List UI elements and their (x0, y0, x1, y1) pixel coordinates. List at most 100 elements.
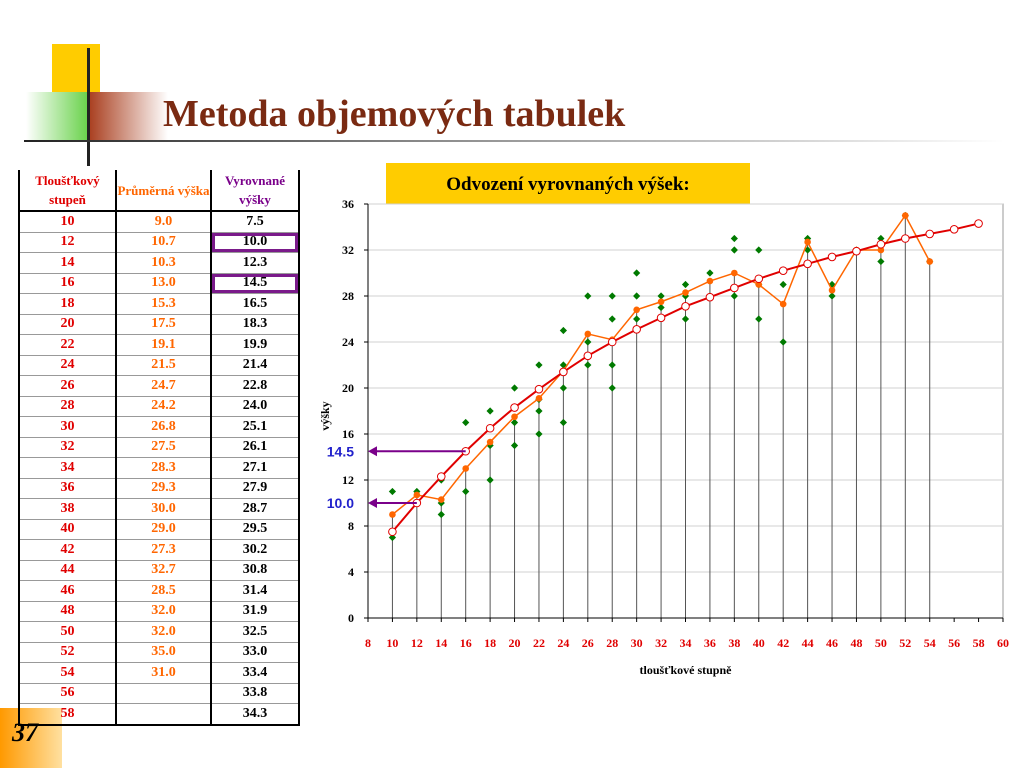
annotation-label: 14.5 (327, 443, 354, 459)
cell-vyrovnana: 33.0 (210, 642, 300, 663)
prumerna-point (877, 246, 885, 254)
cell-prumerna: 9.0 (115, 211, 212, 233)
table-row: 58 34.3 (18, 703, 300, 726)
cell-prumerna: 10.7 (115, 232, 212, 253)
prumerna-point (437, 496, 445, 503)
measured-point (510, 418, 519, 427)
y-tick-label: 32 (342, 243, 354, 257)
cell-prumerna: 24.2 (115, 396, 212, 417)
annotation-arrowhead (368, 498, 377, 508)
vyrovnane-point (949, 225, 959, 234)
cell-prumerna: 28.3 (115, 457, 212, 479)
prumerna-point (657, 298, 665, 306)
cell-stupen: 36 (18, 478, 117, 499)
vyrovnane-point (852, 246, 861, 256)
table-row: 42 27.3 30.2 (18, 539, 300, 561)
measured-point (657, 292, 665, 300)
measured-point (608, 315, 616, 323)
x-tick-label: 46 (826, 636, 838, 650)
table-row: 44 32.7 30.8 (18, 560, 300, 581)
cell-vyrovnana: 21.4 (210, 355, 300, 376)
prumerna-point (413, 491, 421, 499)
height-table: Tloušťkový stupeň Průměrná výška Vyrovna… (18, 170, 300, 726)
table-row: 34 28.3 27.1 (18, 457, 300, 479)
measured-point (559, 326, 567, 335)
x-tick-label: 38 (728, 636, 740, 650)
measured-point (608, 292, 616, 300)
prumerna-point (779, 300, 787, 308)
prumerna-point (462, 465, 469, 472)
vyrovnane-point (803, 259, 812, 269)
cell-stupen: 52 (18, 642, 117, 663)
cell-prumerna: 24.7 (115, 375, 212, 397)
table-row: 26 24.7 22.8 (18, 375, 300, 397)
x-tick-label: 36 (704, 636, 716, 650)
measured-point (535, 407, 543, 415)
measured-point (608, 384, 616, 392)
cell-vyrovnana: 32.5 (210, 621, 300, 643)
slide-title: Metoda objemových tabulek (163, 93, 626, 135)
measured-point (681, 315, 690, 323)
cell-stupen: 26 (18, 375, 117, 397)
x-tick-label: 32 (655, 636, 667, 650)
table-row: 30 26.8 25.1 (18, 416, 300, 438)
measured-point (462, 487, 470, 496)
green-gradient-decoration (26, 92, 96, 142)
y-tick-label: 24 (342, 335, 354, 349)
table-row: 14 10.3 12.3 (18, 252, 300, 274)
table-row: 36 29.3 27.9 (18, 478, 300, 499)
y-tick-label: 16 (342, 427, 354, 441)
y-tick-label: 20 (342, 381, 354, 395)
table-row: 16 13.0 14.5 (18, 273, 300, 294)
x-tick-label: 52 (899, 636, 911, 650)
cell-prumerna: 26.8 (115, 416, 212, 438)
x-tick-label: 14 (435, 636, 447, 650)
table-row: 10 9.0 7.5 (18, 211, 300, 233)
cell-vyrovnana: 19.9 (210, 334, 300, 356)
annotation-bg (316, 494, 356, 511)
measured-point (510, 441, 519, 450)
cell-prumerna: 35.0 (115, 642, 212, 663)
measured-point (877, 234, 885, 243)
cell-prumerna: 27.5 (115, 437, 212, 458)
cell-vyrovnana: 18.3 (210, 314, 300, 335)
table-row: 24 21.5 21.4 (18, 355, 300, 376)
measured-point (706, 269, 714, 277)
y-tick-label: 12 (342, 473, 354, 487)
cell-vyrovnana: 10.0 (210, 232, 300, 253)
cell-vyrovnana: 33.4 (210, 662, 300, 684)
vyrovnane-point (827, 252, 837, 262)
cell-prumerna: 29.3 (115, 478, 212, 499)
chart-title: Odvození vyrovnaných výšek: (386, 163, 750, 207)
prumerna-point (486, 438, 494, 446)
measured-point (828, 292, 836, 300)
measured-point (486, 476, 494, 484)
table-row: 48 32.0 31.9 (18, 601, 300, 622)
table-row: 50 32.0 32.5 (18, 621, 300, 643)
cell-vyrovnana: 22.8 (210, 375, 300, 397)
cell-prumerna: 30.0 (115, 498, 212, 520)
red-gradient-bar-decoration (88, 92, 168, 142)
prumerna-point (511, 413, 518, 421)
prumerna-point (389, 511, 396, 518)
measured-point (730, 234, 738, 243)
measured-point (877, 257, 885, 266)
cell-stupen: 38 (18, 498, 117, 520)
x-axis-label: tloušťkové stupně (640, 663, 733, 677)
cell-vyrovnana: 26.1 (210, 437, 300, 458)
measured-point (437, 510, 445, 519)
cell-prumerna: 28.5 (115, 580, 212, 602)
x-tick-label: 30 (631, 636, 643, 650)
yellow-square-decoration (52, 44, 100, 92)
vyrovnane-point (705, 292, 715, 302)
table-row: 52 35.0 33.0 (18, 642, 300, 663)
measured-point (559, 384, 567, 392)
vyrovnane-point (974, 219, 983, 228)
cell-prumerna: 15.3 (115, 293, 212, 315)
cell-prumerna: 31.0 (115, 662, 212, 684)
table-row: 40 29.0 29.5 (18, 519, 300, 540)
prumerna-point (682, 289, 689, 296)
vyrovnane-point (632, 325, 641, 334)
table-row: 38 30.0 28.7 (18, 498, 300, 520)
measured-point (462, 418, 470, 427)
